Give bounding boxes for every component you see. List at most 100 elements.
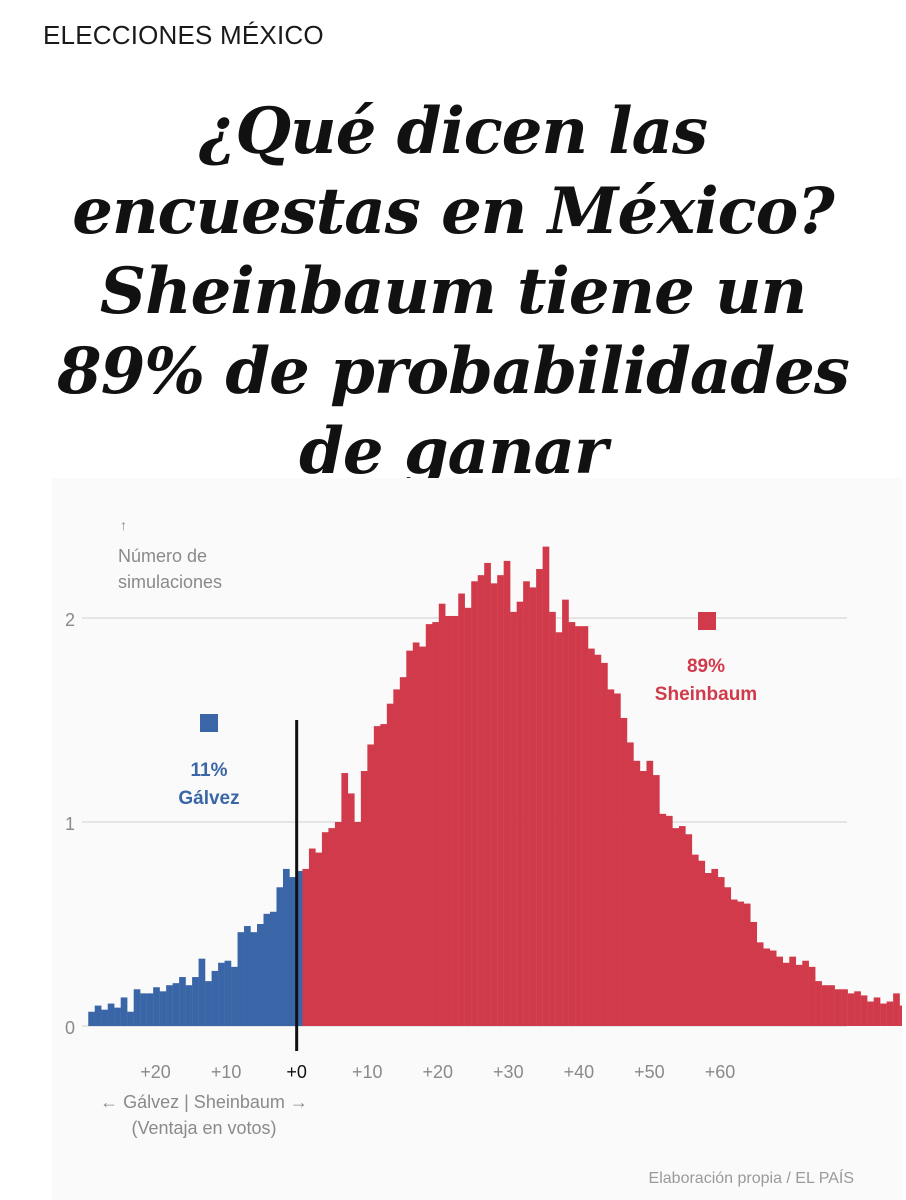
- histogram-bar: [192, 977, 199, 1026]
- histogram-bar: [432, 622, 439, 1026]
- y-axis-label: simulaciones: [118, 572, 222, 592]
- histogram-bar: [704, 873, 712, 1026]
- histogram-bar: [224, 960, 232, 1026]
- histogram-bar: [750, 921, 758, 1026]
- histogram-bar: [373, 726, 381, 1026]
- histogram-bar: [464, 607, 472, 1026]
- x-tick-label: +10: [211, 1062, 242, 1082]
- x-tick-label: +50: [634, 1062, 665, 1082]
- histogram-bar: [341, 773, 349, 1026]
- headline-line-1: ¿Qué dicen las: [198, 94, 708, 169]
- sheinbaum-legend-swatch: [698, 612, 716, 630]
- histogram-bar: [802, 960, 809, 1026]
- source-credit: Elaboración propia / EL PAÍS: [648, 1170, 854, 1187]
- histogram-bar: [542, 546, 550, 1026]
- x-tick-label: +20: [140, 1062, 171, 1082]
- y-axis-label: Número de: [118, 546, 207, 566]
- histogram-bar: [854, 991, 861, 1026]
- headline-line-5: de ganar: [299, 414, 608, 489]
- histogram-bar: [575, 626, 582, 1026]
- histogram-bar: [652, 775, 660, 1026]
- section-label: ELECCIONES MÉXICO: [43, 20, 324, 50]
- histogram-bar: [451, 615, 459, 1026]
- histogram-bar: [588, 648, 595, 1026]
- x-tick-label: +60: [705, 1062, 736, 1082]
- headline: ¿Qué dicen las encuestas en México? Shei…: [0, 92, 906, 492]
- histogram-bar: [815, 981, 822, 1026]
- histogram-bar: [270, 911, 277, 1026]
- chart-card: 0 1 2 ↑ Número de simulaciones +20 +10 +0 +10 +20 +…: [52, 478, 902, 1200]
- histogram-bar: [328, 828, 336, 1026]
- histogram-bar: [419, 646, 426, 1026]
- histogram-bar: [627, 742, 634, 1026]
- y-tick-label: 0: [65, 1018, 75, 1038]
- histogram-bar: [250, 932, 258, 1026]
- histogram-bar: [568, 622, 576, 1026]
- histogram-bar: [646, 760, 654, 1026]
- histogram-bar: [633, 760, 641, 1026]
- histogram-bar: [743, 903, 751, 1026]
- histogram-bar: [510, 611, 517, 1026]
- histogram-bar: [438, 603, 446, 1026]
- histogram-bar: [523, 581, 530, 1026]
- histogram-bar: [763, 948, 771, 1026]
- histogram-bar: [88, 1011, 95, 1026]
- histogram-bar: [620, 717, 628, 1026]
- galvez-name-label: Gálvez: [178, 788, 239, 809]
- histogram-bar: [380, 724, 388, 1026]
- histogram-bar: [347, 793, 355, 1026]
- histogram-bar: [471, 581, 478, 1026]
- histogram-bar: [756, 942, 764, 1026]
- histogram-bar: [172, 983, 180, 1026]
- histogram-bar: [685, 834, 693, 1026]
- x-tick-label: +10: [352, 1062, 383, 1082]
- histogram-bar: [282, 868, 290, 1026]
- histogram-bar: [127, 1011, 134, 1026]
- histogram-bar: [458, 593, 465, 1026]
- histogram-bar: [536, 569, 543, 1026]
- histogram-bar: [146, 993, 154, 1026]
- histogram-bar: [386, 703, 394, 1026]
- histogram-bar: [211, 970, 219, 1026]
- histogram-bar: [795, 964, 803, 1026]
- histogram-bar: [399, 677, 407, 1026]
- histogram-bar: [769, 950, 777, 1026]
- histogram-bar: [594, 654, 602, 1026]
- histogram-bar: [315, 852, 323, 1026]
- histogram-bar: [360, 771, 368, 1026]
- histogram-bar: [166, 985, 173, 1026]
- headline-line-2: encuestas en México?: [72, 174, 835, 249]
- x-tick-label: +20: [423, 1062, 454, 1082]
- histogram-bar: [529, 587, 537, 1026]
- histogram-bar: [406, 650, 413, 1026]
- histogram-bar: [873, 997, 881, 1026]
- histogram-bar: [263, 913, 271, 1026]
- histogram-bar: [179, 977, 186, 1026]
- histogram-bar: [114, 1007, 121, 1026]
- histogram-bar: [120, 997, 128, 1026]
- histogram-bar: [477, 575, 485, 1026]
- histogram-bar: [782, 962, 790, 1026]
- histogram-bar: [828, 985, 835, 1026]
- histogram-bar: [893, 993, 900, 1026]
- galvez-share-label: 11%: [191, 760, 228, 781]
- histogram-bar: [549, 611, 556, 1026]
- histogram-bar: [101, 1009, 108, 1026]
- histogram-bar: [737, 901, 745, 1026]
- histogram-bar: [140, 993, 147, 1026]
- sheinbaum-name-label: Sheinbaum: [655, 684, 757, 705]
- histogram-bar: [672, 828, 680, 1026]
- histogram-bar: [601, 662, 608, 1026]
- histogram-bar: [367, 744, 375, 1026]
- histogram-bar: [711, 868, 719, 1026]
- y-axis-arrow: ↑: [120, 517, 127, 533]
- histogram-bar: [555, 632, 563, 1026]
- histogram-bar: [724, 887, 732, 1026]
- galvez-legend-swatch: [200, 714, 218, 732]
- sheinbaum-share-label: 89%: [687, 656, 725, 677]
- histogram-bar: [257, 924, 264, 1026]
- histogram-bar: [808, 966, 816, 1026]
- histogram-bar: [412, 642, 420, 1026]
- histogram-bar: [860, 995, 868, 1026]
- histogram-bar: [484, 562, 491, 1026]
